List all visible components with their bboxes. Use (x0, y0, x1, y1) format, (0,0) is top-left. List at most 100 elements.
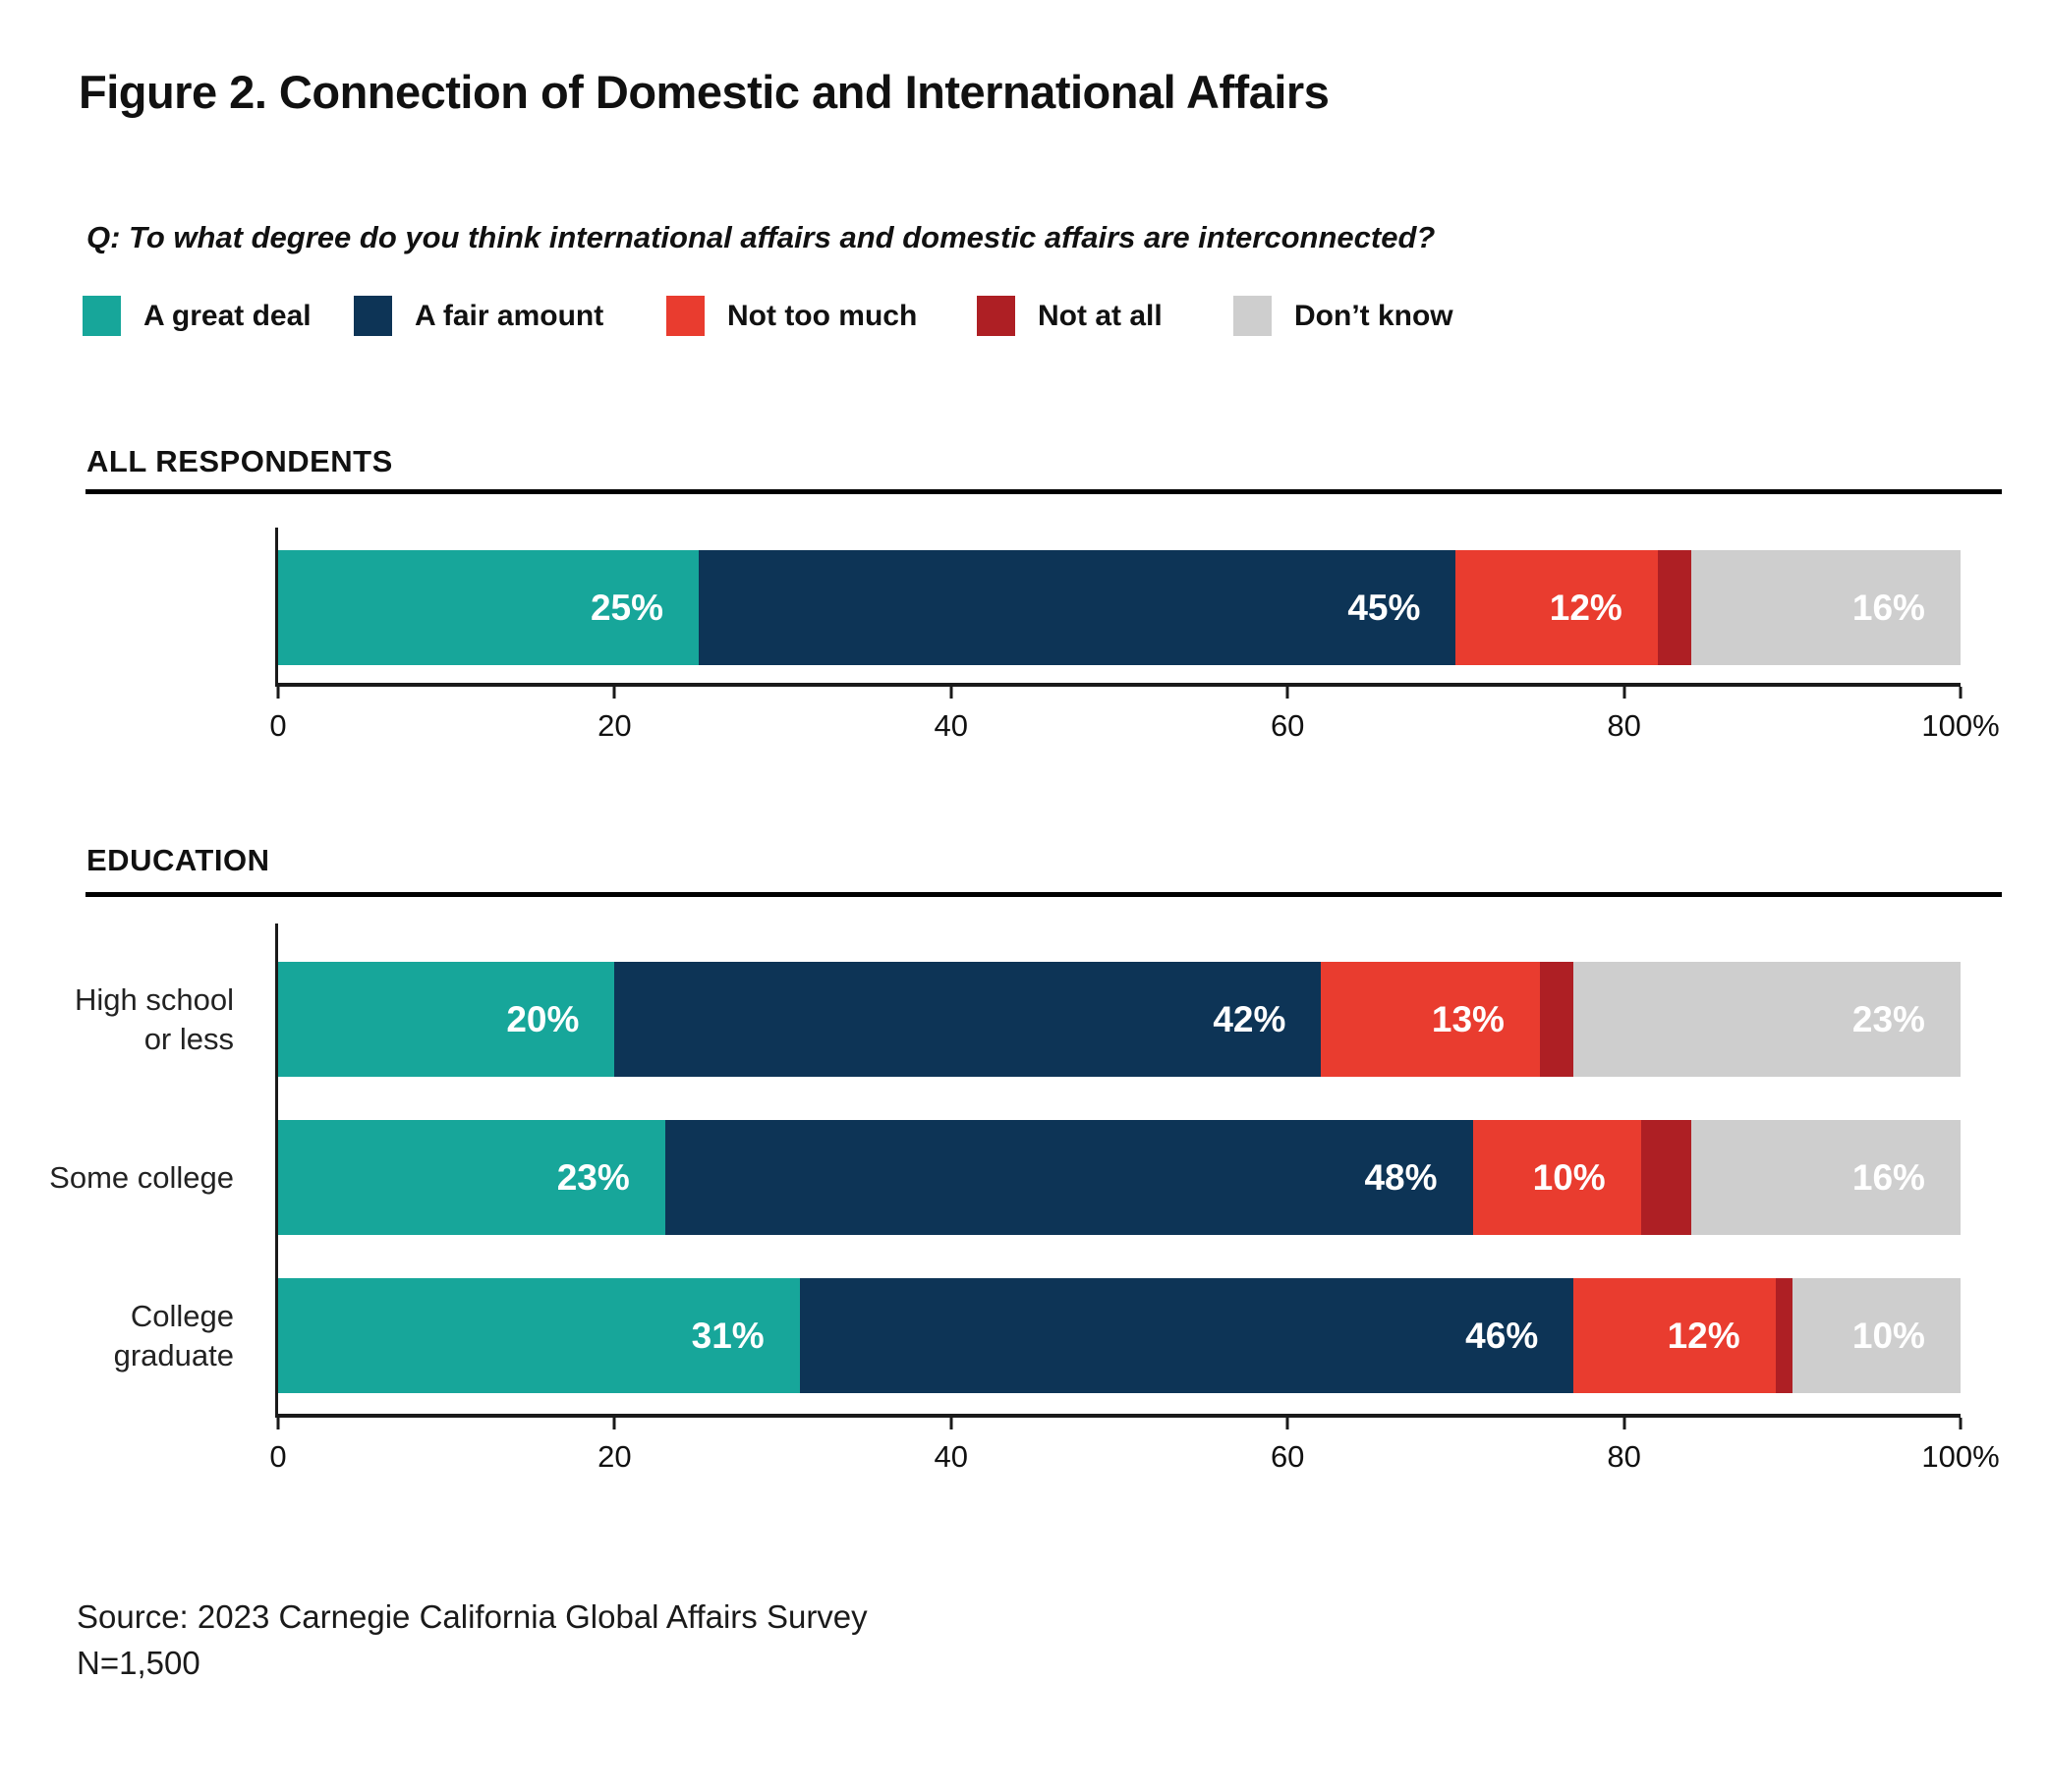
legend-label: Not at all (1038, 299, 1163, 332)
x-axis-tick-label: 0 (269, 708, 287, 743)
bar-segment: 12% (1573, 1278, 1776, 1393)
bar-segment: 12% (1455, 550, 1658, 665)
x-axis-tick (1622, 687, 1626, 699)
bar-segment: 46% (799, 1278, 1574, 1393)
y-axis-line-chart2 (275, 924, 278, 1418)
category-label: Some college (49, 1159, 234, 1195)
x-axis-tick-label: 20 (597, 708, 632, 743)
bar-segment: 20% (278, 962, 615, 1077)
category-label: College graduate (113, 1298, 234, 1372)
x-axis-tick-label: 100% (1921, 1439, 2000, 1474)
bar-segment: 25% (278, 550, 699, 665)
legend-item-a-fair-amount: A fair amount (354, 296, 603, 336)
bar-segment-label: 20% (506, 998, 580, 1039)
x-axis-tick-label: 60 (1270, 1439, 1305, 1474)
bar-segment: 45% (699, 550, 1456, 665)
x-axis-chart1: 0 20 40 60 80 100% (269, 687, 2000, 765)
bar-segment-label: 23% (1851, 998, 1925, 1039)
x-axis-tick (612, 1418, 616, 1429)
legend-item-not-too-much: Not too much (666, 296, 917, 336)
bar-segment-label: 48% (1364, 1156, 1438, 1198)
bar-segment (1640, 1120, 1692, 1235)
bar-segment-label: 46% (1465, 1315, 1539, 1356)
x-axis-tick (1959, 1418, 1963, 1429)
x-axis-tick (276, 687, 280, 699)
x-axis-chart2: 0 20 40 60 80 100% (269, 1418, 2000, 1496)
x-axis-tick (949, 1418, 953, 1429)
legend-item-not-at-all: Not at all (977, 296, 1163, 336)
bar-segment: 10% (1472, 1120, 1641, 1235)
bar-segment-label: 45% (1347, 587, 1421, 628)
bar-row: 20% 42% 13% 23% (278, 962, 1961, 1077)
bar-segment-label: 25% (590, 587, 663, 628)
bar-segment: 31% (278, 1278, 800, 1393)
x-axis-tick-label: 80 (1607, 1439, 1641, 1474)
source-block: Source: 2023 Carnegie California Global … (77, 1594, 868, 1686)
bar-segment-label: 10% (1851, 1315, 1925, 1356)
x-axis-tick (1622, 1418, 1626, 1429)
x-axis-line-chart1 (275, 683, 1961, 687)
x-axis-tick (1285, 687, 1289, 699)
x-axis-tick-label: 80 (1607, 708, 1641, 743)
section-rule (85, 892, 2002, 897)
bar-segment-label: 16% (1851, 1156, 1925, 1198)
x-axis-tick-label: 60 (1270, 708, 1305, 743)
bar-segment-label: 42% (1213, 998, 1286, 1039)
x-axis-tick-label: 100% (1921, 708, 2000, 743)
bar-segment: 16% (1691, 550, 1961, 665)
legend-item-dont-know: Don’t know (1233, 296, 1453, 336)
legend-swatch-a-fair-amount (354, 296, 392, 336)
bar-segment (1657, 550, 1692, 665)
bar-row: 31% 46% 12% 10% (278, 1278, 1961, 1393)
source-text: Source: 2023 Carnegie California Global … (77, 1598, 868, 1635)
x-axis-tick (1959, 687, 1963, 699)
x-axis-tick (949, 687, 953, 699)
bar-segment: 16% (1691, 1120, 1961, 1235)
bar-segment: 42% (614, 962, 1322, 1077)
bar-segment-label: 12% (1549, 587, 1622, 628)
question-text: Q: To what degree do you think internati… (86, 220, 1436, 254)
bar-segment: 23% (1573, 962, 1961, 1077)
bar-segment-label: 12% (1667, 1315, 1740, 1356)
x-axis-tick (612, 687, 616, 699)
bar-segment-label: 16% (1851, 587, 1925, 628)
figure-title: Figure 2. Connection of Domestic and Int… (79, 66, 1330, 118)
bar-segment (1539, 962, 1574, 1077)
bar-segment-label: 13% (1431, 998, 1505, 1039)
category-labels: High school or less Some college College gra… (29, 962, 234, 1415)
bar-segment: 13% (1321, 962, 1540, 1077)
x-axis-tick-label: 0 (269, 1439, 287, 1474)
x-axis-tick-label: 40 (934, 1439, 969, 1474)
bar-segment-label: 10% (1532, 1156, 1606, 1198)
x-axis-tick-label: 40 (934, 708, 969, 743)
x-axis-tick-label: 20 (597, 1439, 632, 1474)
bar-segment-label: 23% (556, 1156, 630, 1198)
y-axis-line-chart1 (275, 528, 278, 687)
sample-size: N=1,500 (77, 1645, 200, 1681)
legend-label: A fair amount (415, 299, 604, 332)
chart-all-respondents: 25% 45% 12% 16% (278, 550, 1961, 665)
legend-swatch-not-at-all (977, 296, 1015, 336)
x-axis-tick (276, 1418, 280, 1429)
legend-label: Not too much (727, 299, 918, 332)
bar-segment: 48% (664, 1120, 1473, 1235)
x-axis-tick (1285, 1418, 1289, 1429)
legend-label: Don’t know (1294, 299, 1453, 332)
section-header-all-respondents: ALL RESPONDENTS (86, 444, 393, 478)
chart-education: 20% 42% 13% 23% 23% 48% 10% 16% 31% 46% 12% 10% (278, 962, 1961, 1415)
section-rule (85, 489, 2002, 494)
bar-segment: 23% (278, 1120, 665, 1235)
legend-swatch-not-too-much (666, 296, 705, 336)
legend-swatch-dont-know (1233, 296, 1272, 336)
legend-swatch-a-great-deal (83, 296, 121, 336)
bar-row: 23% 48% 10% 16% (278, 1120, 1961, 1235)
bar-row: 25% 45% 12% 16% (278, 550, 1961, 665)
category-label: High school or less (75, 981, 234, 1056)
legend-label: A great deal (143, 299, 312, 332)
bar-segment-label: 31% (691, 1315, 765, 1356)
section-header-education: EDUCATION (86, 843, 270, 877)
x-axis-line-chart2 (275, 1414, 1961, 1418)
bar-segment: 10% (1792, 1278, 1961, 1393)
bar-segment (1775, 1278, 1792, 1393)
